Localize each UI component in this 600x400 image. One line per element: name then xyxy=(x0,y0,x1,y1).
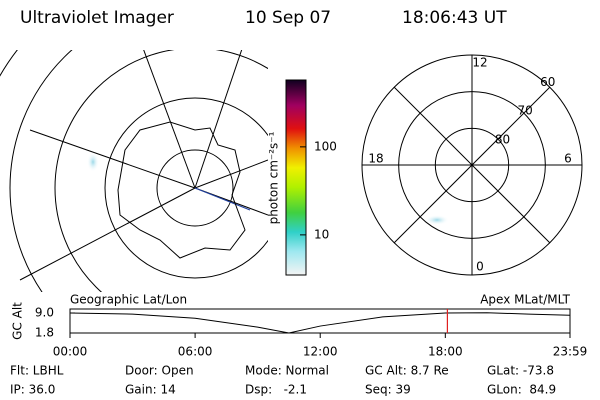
geo-map xyxy=(0,50,268,292)
info-field: GLon: 84.9 xyxy=(487,383,556,397)
mlat-label: 80 xyxy=(495,133,510,147)
x-tick-label: 18:00 xyxy=(428,345,463,359)
mlt-label: 6 xyxy=(564,152,572,166)
info-field: Mode: Normal xyxy=(245,364,329,378)
mlt-label: 0 xyxy=(476,260,484,274)
y-tick-label: 1.8 xyxy=(35,326,54,340)
info-field: IP: 36.0 xyxy=(10,383,55,397)
mlt-label: 18 xyxy=(368,152,383,166)
mlt-label: 12 xyxy=(472,56,487,70)
y-axis-label: GC Alt xyxy=(11,302,25,340)
mlat-label: 60 xyxy=(540,75,555,89)
right-title: Apex MLat/MLT xyxy=(480,293,570,307)
alt-line xyxy=(69,312,571,334)
info-field: GC Alt: 8.7 Re xyxy=(365,364,449,378)
colorbar-tick-label: 100 xyxy=(314,139,337,153)
info-field: Door: Open xyxy=(125,364,194,378)
info-field: Seq: 39 xyxy=(365,383,411,397)
title: Ultraviolet Imager xyxy=(20,8,174,28)
info-field: Flt: LBHL xyxy=(10,364,64,378)
colorbar-tick-label: 10 xyxy=(314,227,329,241)
x-tick-label: 12:00 xyxy=(303,345,338,359)
x-tick-label: 23:59 xyxy=(553,345,588,359)
colorbar xyxy=(285,79,307,276)
info-field: Gain: 14 xyxy=(125,383,176,397)
x-tick-label: 00:00 xyxy=(53,345,88,359)
x-tick-label: 06:00 xyxy=(178,345,213,359)
info-field: GLat: -73.8 xyxy=(487,364,554,378)
y-tick-label: 9.0 xyxy=(35,306,54,320)
mlat-label: 70 xyxy=(518,104,533,118)
time: 18:06:43 UT xyxy=(402,8,507,28)
left-title: Geographic Lat/Lon xyxy=(70,293,187,307)
date: 10 Sep 07 xyxy=(245,8,331,28)
info-field: Dsp: -2.1 xyxy=(245,383,307,397)
colorbar-label: photon cm⁻²s⁻¹ xyxy=(267,131,281,224)
